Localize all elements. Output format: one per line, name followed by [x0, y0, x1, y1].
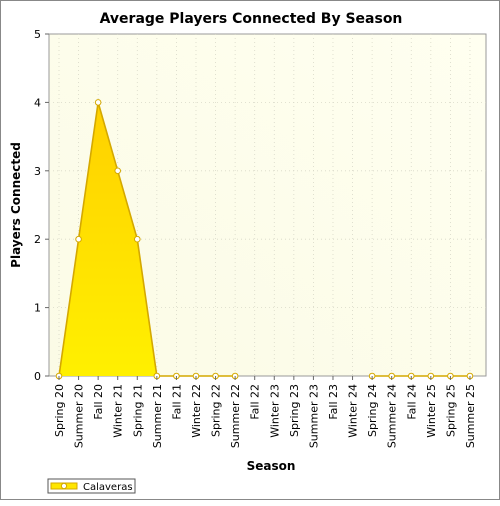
- data-point: [94, 99, 102, 106]
- area-fill: [59, 102, 236, 377]
- legend-label: Calaveras: [83, 482, 133, 493]
- x-tick-label: Summer 22: [229, 384, 242, 448]
- legend-marker: [60, 482, 68, 490]
- x-tick-label: Spring 23: [288, 384, 301, 437]
- x-tick-label: Fall 20: [92, 384, 105, 420]
- chart-title: Average Players Connected By Season: [100, 11, 403, 27]
- x-tick-label: Winter 22: [190, 384, 203, 438]
- x-tick-label: Spring 25: [444, 384, 457, 437]
- x-axis-ticks: Spring 20 Summer 20 Fall 20 Winter 21 Spring…: [53, 376, 477, 448]
- x-tick-label: Winter 21: [112, 384, 125, 438]
- x-tick-label: Winter 23: [268, 384, 281, 438]
- x-tick-label: Fall 23: [327, 384, 340, 420]
- x-tick-label: Spring 20: [53, 384, 66, 437]
- x-tick-label: Spring 24: [366, 384, 379, 437]
- y-tick-label: 0: [34, 370, 41, 383]
- y-tick-label: 3: [34, 165, 41, 178]
- y-tick-label: 1: [34, 302, 41, 315]
- x-tick-label: Spring 22: [210, 384, 223, 437]
- x-tick-label: Summer 25: [464, 384, 477, 448]
- x-tick-label: Summer 24: [386, 384, 399, 448]
- y-axis-label: Players Connected: [9, 142, 23, 268]
- x-tick-label: Fall 21: [170, 384, 183, 420]
- y-tick-label: 4: [34, 96, 41, 109]
- data-point: [114, 167, 122, 175]
- y-axis-ticks: 0 1 2 3 4 5: [34, 28, 49, 383]
- legend: Calaveras: [47, 478, 136, 494]
- data-point: [133, 235, 141, 243]
- y-tick-label: 2: [34, 233, 41, 246]
- x-tick-label: Fall 24: [405, 384, 418, 420]
- x-tick-label: Fall 22: [249, 384, 262, 420]
- area-line: [58, 102, 236, 377]
- x-tick-label: Summer 23: [307, 384, 320, 448]
- y-tick-label: 5: [34, 28, 41, 41]
- x-tick-label: Winter 24: [347, 384, 360, 438]
- x-tick-label: Winter 25: [425, 384, 438, 438]
- x-tick-label: Summer 21: [151, 384, 164, 448]
- x-tick-label: Spring 21: [131, 384, 144, 437]
- x-tick-label: Summer 20: [73, 384, 86, 448]
- x-axis-label: Season: [247, 459, 296, 473]
- data-point: [75, 235, 82, 243]
